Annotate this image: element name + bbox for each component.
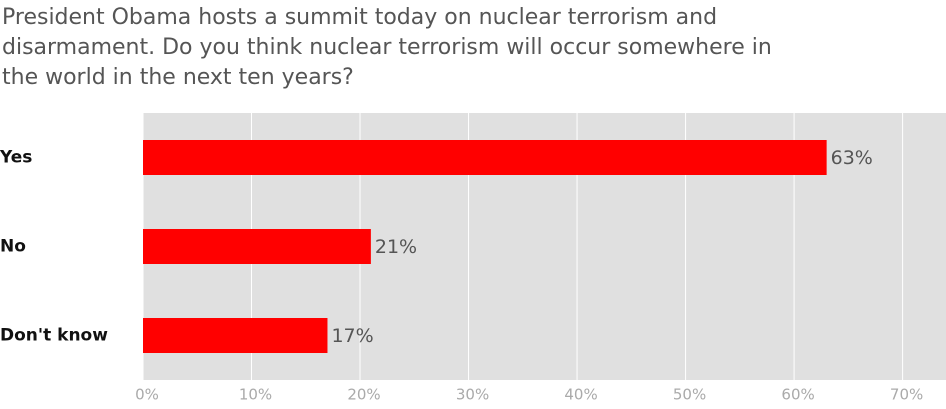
chart-title: the world in the next ten years? (2, 65, 354, 90)
category-label: No (0, 237, 26, 257)
x-tick-label: 10% (239, 386, 272, 404)
chart-title: disarmament. Do you think nuclear terror… (2, 35, 772, 60)
x-tick-label: 60% (781, 386, 814, 404)
x-tick-label: 40% (564, 386, 597, 404)
x-tick-label: 50% (673, 386, 706, 404)
value-label: 21% (375, 236, 417, 258)
x-tick-label: 0% (135, 386, 159, 404)
value-label: 17% (331, 325, 373, 347)
category-label: Yes (0, 148, 32, 168)
x-tick-label: 70% (890, 386, 923, 404)
bar (143, 140, 827, 175)
x-tick-label: 20% (347, 386, 380, 404)
bar (143, 318, 328, 353)
chart-title: President Obama hosts a summit today on … (2, 5, 717, 30)
value-label: 63% (831, 147, 873, 169)
x-tick-label: 30% (456, 386, 489, 404)
bar (143, 229, 371, 264)
category-label: Don't know (0, 326, 108, 346)
